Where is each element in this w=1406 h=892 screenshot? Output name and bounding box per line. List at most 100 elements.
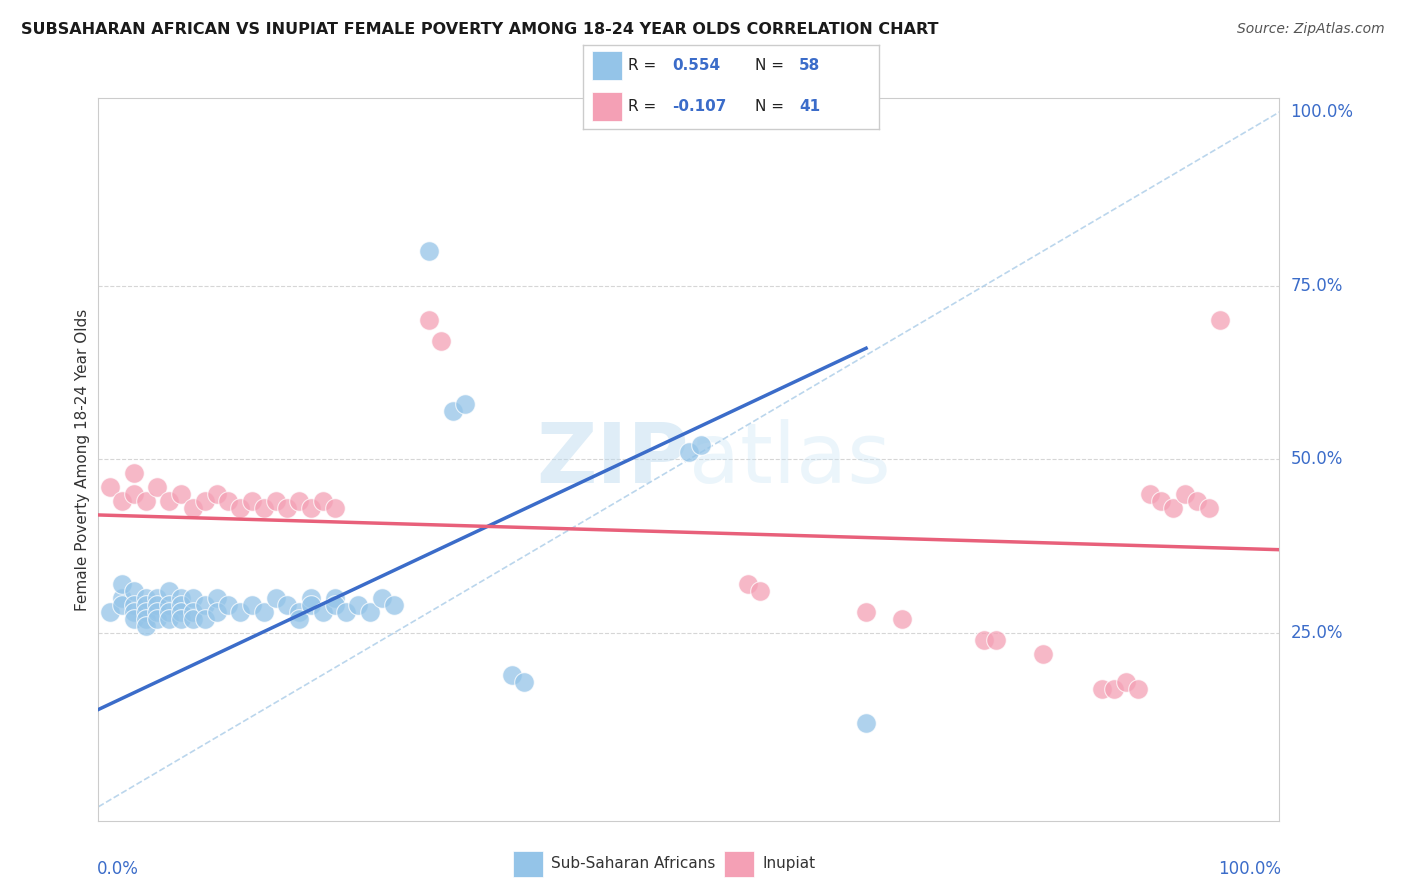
Point [181, 612, 204, 626]
Text: 100.0%: 100.0% [1291, 103, 1354, 121]
Point [453, 397, 475, 411]
Point [157, 599, 180, 613]
Point [299, 591, 322, 606]
Bar [592, 92, 621, 120]
Point [689, 438, 711, 452]
Point [135, 494, 157, 508]
Point [157, 612, 180, 626]
Point [973, 633, 995, 648]
Point [1161, 501, 1184, 516]
Text: 50.0%: 50.0% [1291, 450, 1343, 468]
Point [264, 591, 287, 606]
Point [276, 599, 298, 613]
Text: 75.0%: 75.0% [1291, 277, 1343, 294]
Point [1150, 494, 1173, 508]
Point [1091, 681, 1114, 696]
Point [240, 494, 263, 508]
Point [122, 584, 145, 599]
Point [323, 599, 346, 613]
Point [1209, 313, 1232, 327]
Bar [592, 52, 621, 80]
Point [122, 605, 145, 619]
Point [335, 605, 357, 619]
Point [984, 633, 1007, 648]
Text: 0.0%: 0.0% [97, 861, 139, 879]
Point [111, 591, 134, 606]
Point [229, 501, 252, 516]
Point [194, 494, 217, 508]
Point [312, 494, 335, 508]
Point [170, 591, 193, 606]
Text: R =: R = [627, 58, 661, 73]
Point [181, 605, 204, 619]
Point [288, 605, 311, 619]
Point [135, 591, 157, 606]
Point [855, 605, 877, 619]
Point [1139, 487, 1161, 501]
Point [111, 577, 134, 591]
Point [1198, 501, 1220, 516]
Point [170, 612, 193, 626]
Point [122, 467, 145, 481]
Point [157, 584, 180, 599]
Point [737, 577, 759, 591]
Point [288, 494, 311, 508]
Text: SUBSAHARAN AFRICAN VS INUPIAT FEMALE POVERTY AMONG 18-24 YEAR OLDS CORRELATION C: SUBSAHARAN AFRICAN VS INUPIAT FEMALE POV… [21, 22, 939, 37]
Point [170, 599, 193, 613]
Point [501, 667, 523, 681]
Point [240, 599, 263, 613]
Point [170, 605, 193, 619]
Point [418, 244, 440, 258]
Point [371, 591, 394, 606]
Point [98, 605, 121, 619]
Point [170, 487, 193, 501]
Point [135, 619, 157, 633]
Point [157, 605, 180, 619]
Text: N =: N = [755, 99, 789, 114]
Point [122, 599, 145, 613]
Point [205, 591, 228, 606]
Point [98, 480, 121, 494]
Point [359, 605, 381, 619]
Point [146, 612, 169, 626]
Point [512, 674, 534, 689]
Point [855, 716, 877, 731]
Point [678, 445, 700, 459]
Bar [724, 851, 754, 877]
Point [748, 584, 770, 599]
Point [288, 612, 311, 626]
Point [146, 599, 169, 613]
Point [299, 599, 322, 613]
Point [1126, 681, 1149, 696]
Point [217, 494, 239, 508]
Text: R =: R = [627, 99, 661, 114]
Bar [513, 851, 543, 877]
Point [146, 605, 169, 619]
Point [382, 599, 405, 613]
Point [1032, 647, 1054, 661]
Point [135, 599, 157, 613]
Text: 41: 41 [799, 99, 820, 114]
Point [217, 599, 239, 613]
Point [122, 487, 145, 501]
Point [347, 599, 370, 613]
Point [253, 501, 276, 516]
Point [122, 612, 145, 626]
Text: Inupiat: Inupiat [762, 855, 815, 871]
Text: Source: ZipAtlas.com: Source: ZipAtlas.com [1237, 22, 1385, 37]
Text: 25.0%: 25.0% [1291, 624, 1343, 642]
Point [157, 494, 180, 508]
Text: 100.0%: 100.0% [1218, 861, 1281, 879]
Text: -0.107: -0.107 [672, 99, 727, 114]
Point [890, 612, 912, 626]
Point [229, 605, 252, 619]
Point [194, 612, 217, 626]
Point [312, 605, 335, 619]
Point [146, 480, 169, 494]
Point [430, 334, 453, 349]
Text: Sub-Saharan Africans: Sub-Saharan Africans [551, 855, 716, 871]
Point [1185, 494, 1208, 508]
Point [253, 605, 276, 619]
Point [323, 591, 346, 606]
Point [323, 501, 346, 516]
